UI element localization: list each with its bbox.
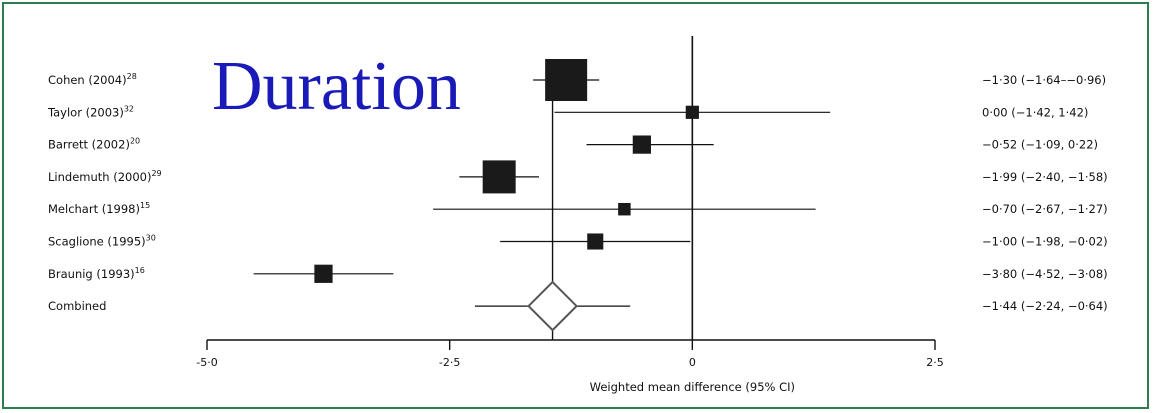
estimate-marker [632, 135, 651, 154]
estimate-marker [314, 264, 333, 283]
study-label: Scaglione (1995)30 [48, 234, 156, 249]
x-tick-label: 2·5 [926, 356, 944, 369]
study-label: Cohen (2004)28 [48, 72, 137, 87]
ci-value: −1·30 (−1·64–−0·96) [982, 73, 1106, 87]
study-label: Melchart (1998)15 [48, 201, 150, 216]
estimate-marker [545, 59, 588, 101]
overlay-title: Duration [212, 52, 465, 128]
ci-value: −1·99 (−2·40, −1·58) [982, 170, 1108, 184]
x-tick-label: -2·5 [439, 356, 460, 369]
ci-value: −1·00 (−1·98, −0·02) [982, 235, 1108, 249]
estimate-marker [587, 233, 604, 250]
estimate-marker [482, 160, 516, 194]
ci-value: −0·52 (−1·09, 0·22) [982, 138, 1098, 152]
combined-ci-value: −1·44 (−2·24, −0·64) [982, 299, 1108, 313]
ci-value: −3·80 (−4·52, −3·08) [982, 267, 1108, 281]
x-axis-title: Weighted mean difference (95% CI) [590, 380, 795, 394]
x-tick-label: -5·0 [196, 356, 217, 369]
combined-diamond [527, 280, 578, 332]
ci-value: −0·70 (−2·67, −1·27) [982, 202, 1108, 216]
ci-value: 0·00 (−1·42, 1·42) [982, 105, 1088, 119]
study-label: Braunig (1993)16 [48, 266, 145, 281]
study-label: Barrett (2002)20 [48, 137, 140, 152]
estimate-marker [685, 105, 699, 119]
x-tick-label: 0 [689, 356, 696, 369]
estimate-marker [618, 202, 631, 216]
study-label: Lindemuth (2000)29 [48, 169, 162, 184]
study-label: Taylor (2003)32 [47, 104, 134, 119]
combined-label: Combined [48, 299, 106, 313]
